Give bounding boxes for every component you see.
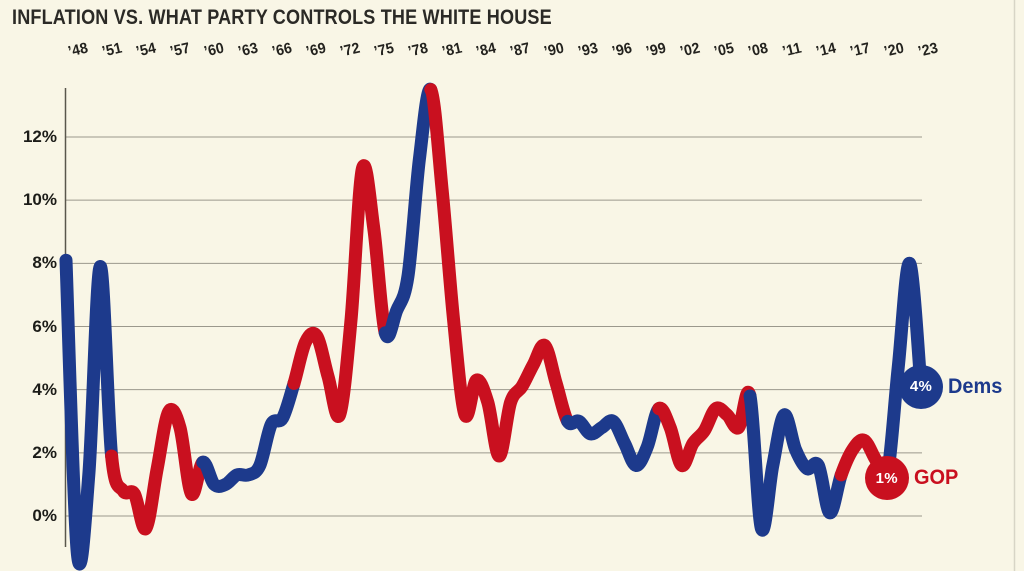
- inflation-line-dems-2020: [880, 256, 928, 485]
- dems-value-badge: 4%: [899, 364, 943, 409]
- inflation-line-gop-1952: [105, 402, 210, 536]
- dems-legend-label: Dems: [948, 374, 1003, 398]
- inflation-line-dems-1960: [196, 376, 301, 493]
- inflation-line-gop-1980: [424, 83, 575, 463]
- gop-value-badge: 1%: [864, 456, 909, 501]
- inflation-line-dems-1948: [59, 253, 119, 571]
- inflation-line-dems-1992: [561, 402, 666, 472]
- gop-legend-label: GOP: [913, 466, 959, 490]
- dems-badge-value: 4%: [909, 378, 933, 395]
- gop-badge-value: 1%: [875, 469, 898, 487]
- inflation-line-gop-2000: [652, 386, 757, 473]
- chart-title: INFLATION VS. WHAT PARTY CONTROLS THE WH…: [12, 6, 552, 29]
- inflation-line-dems-1976: [378, 82, 438, 343]
- inflation-line-dems-2008: [743, 389, 848, 537]
- inflation-line-gop-1968: [287, 159, 392, 424]
